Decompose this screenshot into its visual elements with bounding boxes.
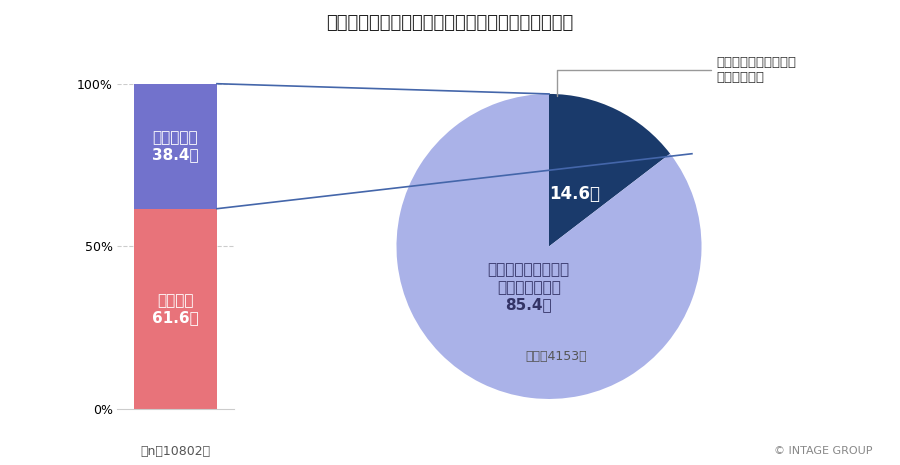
Bar [134,209,217,409]
Text: 知っている
38.4％: 知っている 38.4％ [152,130,199,162]
Wedge shape [549,94,670,246]
Wedge shape [397,94,701,399]
Text: いずれのサービスも
利用していない
85.4％: いずれのサービスも 利用していない 85.4％ [488,263,570,312]
Text: いずれかのサービスを
利用している: いずれかのサービスを 利用している [557,56,796,96]
Text: 知らない
61.6％: 知らない 61.6％ [152,293,199,325]
Text: © INTAGE GROUP: © INTAGE GROUP [775,445,873,456]
Text: 図表１：循環経済型サブスクの認知度および利用率: 図表１：循環経済型サブスクの認知度および利用率 [327,14,573,32]
Text: 14.6％: 14.6％ [549,186,600,204]
Text: （ｎ＝4153）: （ｎ＝4153） [526,350,588,363]
Bar [134,84,217,209]
Text: （n＝10802）: （n＝10802） [140,445,211,458]
